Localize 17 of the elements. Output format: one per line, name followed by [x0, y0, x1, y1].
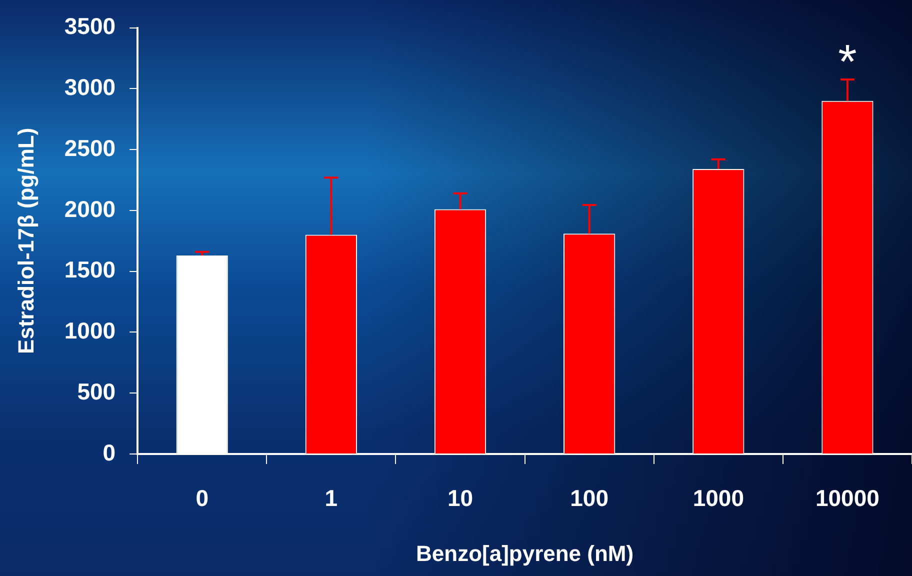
y-tick-label: 2500 — [64, 134, 116, 161]
y-tick-label: 3000 — [64, 74, 116, 100]
x-tick-label: 0 — [196, 485, 208, 512]
x-axis-title: Benzo[a]pyrene (nM) — [416, 540, 634, 566]
y-tick-label: 2000 — [64, 196, 116, 222]
y-axis-title: Estradiol-17β (pg/mL) — [13, 128, 38, 354]
y-tick-label: 1000 — [64, 318, 116, 344]
x-tick-label: 1000 — [692, 485, 744, 512]
y-tick-label: 1500 — [64, 256, 116, 283]
x-tick-label: 1 — [324, 485, 338, 512]
x-tick-label: 10 — [447, 485, 474, 512]
x-tick-label: 100 — [570, 485, 609, 512]
y-tick-label: 500 — [77, 378, 116, 404]
y-tick-label: 3500 — [64, 13, 116, 40]
y-tick-label: 0 — [102, 439, 116, 466]
x-tick-label: 10000 — [815, 485, 880, 512]
annotation: * — [838, 36, 857, 90]
